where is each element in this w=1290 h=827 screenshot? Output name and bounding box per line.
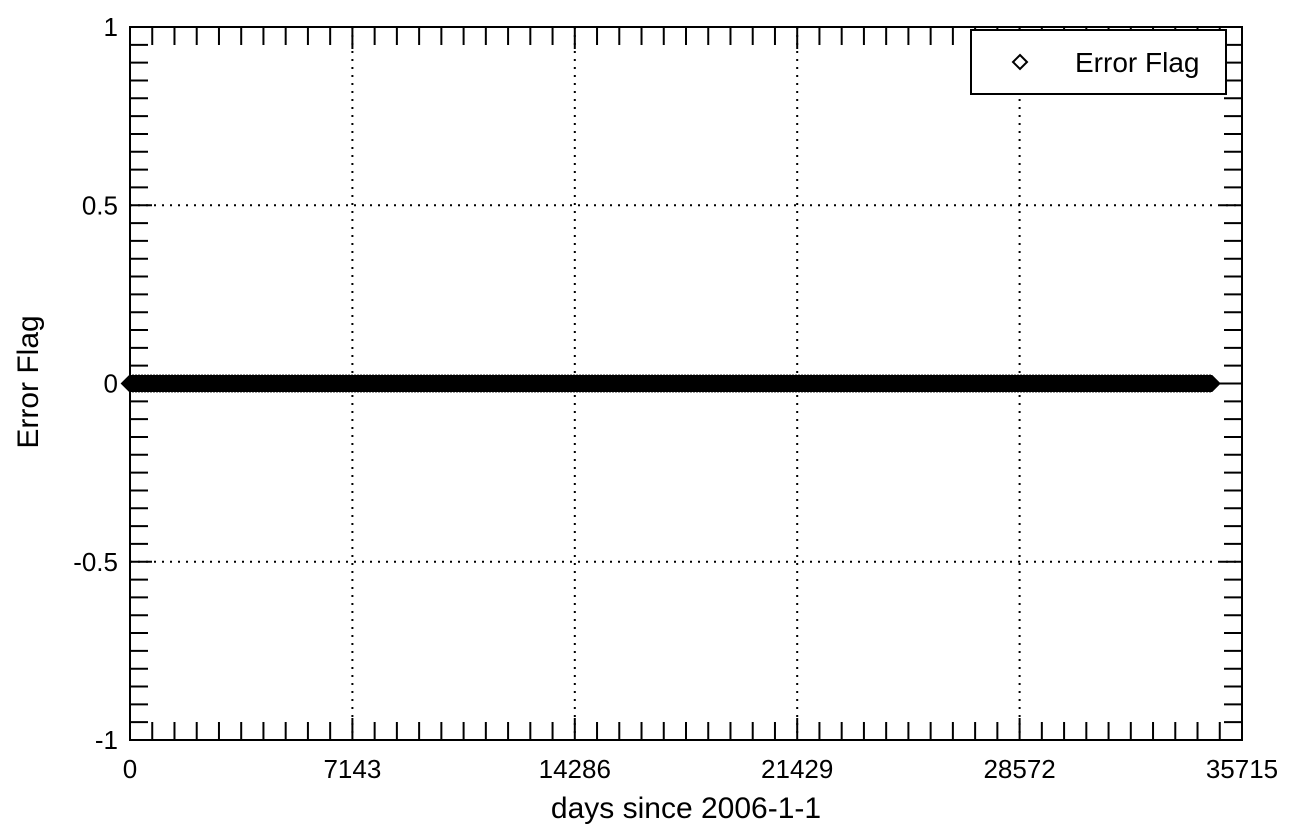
x-tick-label: 14286 — [539, 754, 611, 784]
y-tick-label: -1 — [95, 725, 118, 755]
y-tick-label: -0.5 — [73, 547, 118, 577]
legend-label: Error Flag — [1075, 47, 1199, 78]
y-tick-label: 0 — [104, 369, 118, 399]
x-tick-label: 0 — [123, 754, 137, 784]
x-tick-label: 28572 — [983, 754, 1055, 784]
y-tick-labels: -1 -0.5 0 0.5 1 — [73, 12, 118, 755]
data-point — [1197, 374, 1217, 393]
x-tick-label: 7143 — [323, 754, 381, 784]
x-axis-label: days since 2006-1-1 — [551, 792, 821, 825]
data-series — [120, 374, 1221, 393]
x-tick-labels: 0 7143 14286 21429 28572 35715 — [123, 754, 1278, 784]
x-tick-label: 35715 — [1206, 754, 1278, 784]
data-point — [1194, 374, 1214, 393]
y-tick-label: 0.5 — [82, 190, 118, 220]
data-point — [1191, 374, 1211, 393]
data-point — [1200, 374, 1220, 393]
y-tick-label: 1 — [104, 12, 118, 42]
legend: Error Flag — [970, 29, 1227, 95]
x-tick-label: 21429 — [761, 754, 833, 784]
y-axis-label: Error Flag — [12, 315, 45, 448]
legend-diamond-marker — [1011, 53, 1029, 71]
